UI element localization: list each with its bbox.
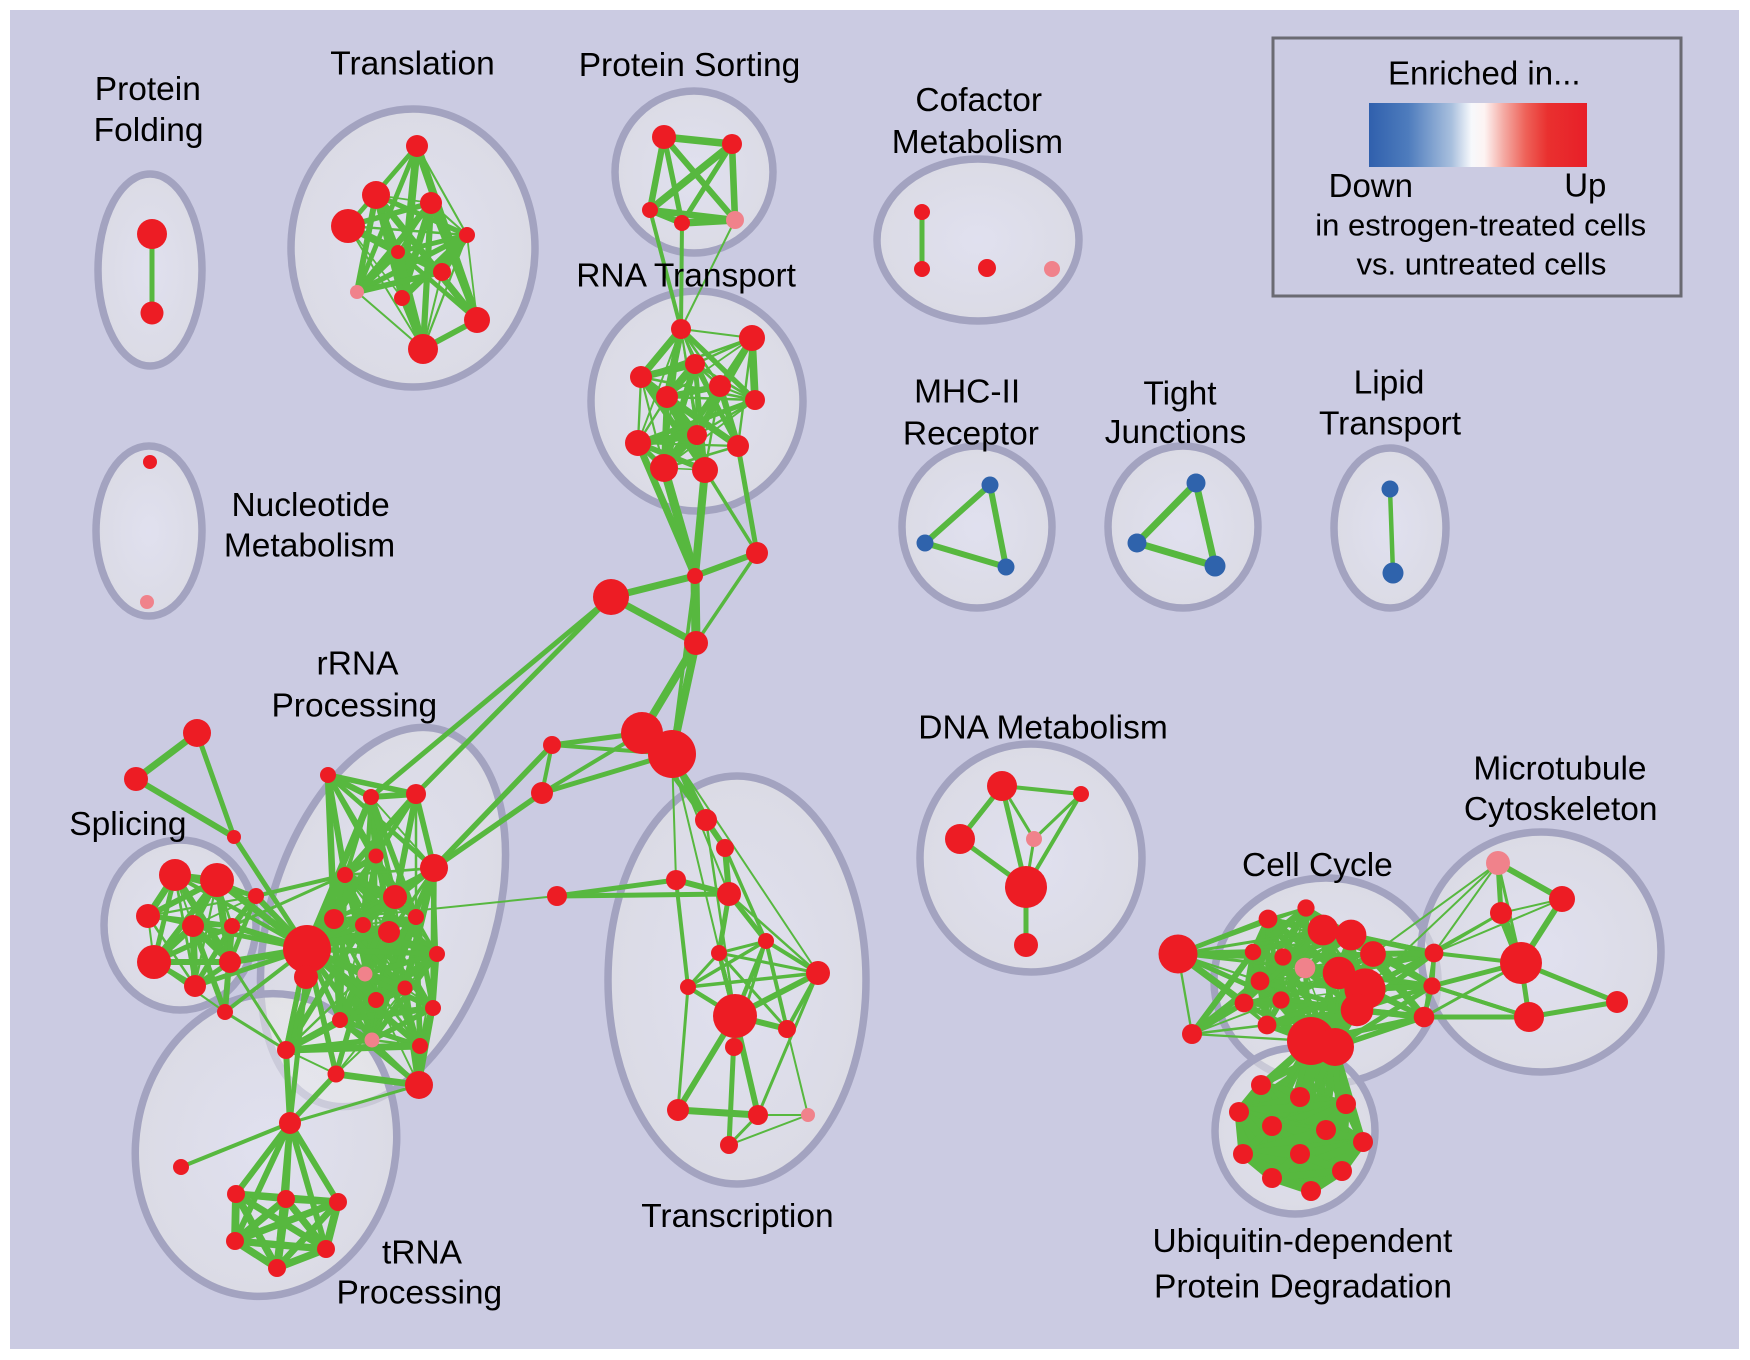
svg-text:Up: Up <box>1564 166 1606 203</box>
svg-text:Ubiquitin-dependent: Ubiquitin-dependent <box>1152 1223 1453 1260</box>
svg-text:Cell Cycle: Cell Cycle <box>1242 847 1393 884</box>
svg-text:Processing: Processing <box>336 1275 502 1312</box>
svg-text:Protein Sorting: Protein Sorting <box>579 47 801 84</box>
svg-text:Enriched in...: Enriched in... <box>1388 54 1581 91</box>
svg-text:DNA Metabolism: DNA Metabolism <box>918 710 1167 747</box>
svg-text:Down: Down <box>1329 167 1413 204</box>
svg-text:Protein Degradation: Protein Degradation <box>1154 1268 1452 1305</box>
svg-text:in estrogen-treated cells: in estrogen-treated cells <box>1315 208 1646 243</box>
svg-text:Folding: Folding <box>94 112 204 149</box>
svg-text:Translation: Translation <box>330 46 494 83</box>
svg-text:Cofactor: Cofactor <box>915 82 1042 119</box>
svg-text:Cytoskeleton: Cytoskeleton <box>1464 791 1658 828</box>
svg-text:MHC-II: MHC-II <box>914 373 1020 410</box>
svg-text:Microtubule: Microtubule <box>1473 750 1646 787</box>
svg-text:vs. untreated cells: vs. untreated cells <box>1356 246 1606 281</box>
svg-text:Nucleotide: Nucleotide <box>231 487 389 524</box>
svg-text:Transcription: Transcription <box>641 1198 833 1235</box>
svg-text:Metabolism: Metabolism <box>224 527 395 564</box>
svg-text:Protein: Protein <box>95 71 201 108</box>
svg-text:RNA Transport: RNA Transport <box>576 257 796 294</box>
svg-text:Junctions: Junctions <box>1105 414 1247 451</box>
svg-text:rRNA: rRNA <box>317 646 400 683</box>
svg-text:Splicing: Splicing <box>69 806 186 843</box>
svg-text:Tight: Tight <box>1143 376 1217 413</box>
svg-text:Receptor: Receptor <box>903 416 1039 453</box>
svg-text:tRNA: tRNA <box>382 1234 463 1271</box>
svg-text:Processing: Processing <box>271 687 437 724</box>
svg-text:Transport: Transport <box>1319 406 1462 443</box>
svg-text:Lipid: Lipid <box>1354 365 1425 402</box>
svg-text:Metabolism: Metabolism <box>892 124 1063 161</box>
